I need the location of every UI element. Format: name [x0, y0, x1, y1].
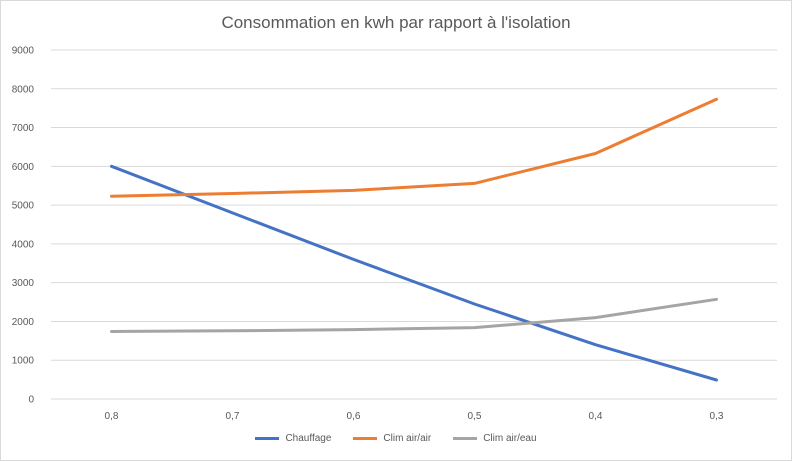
- x-tick-label: 0,3: [710, 411, 724, 422]
- y-tick-label: 5000: [12, 201, 35, 212]
- legend-label: Clim air/air: [383, 433, 432, 444]
- y-tick-label: 7000: [12, 123, 35, 134]
- y-tick-label: 1000: [12, 356, 35, 367]
- legend-swatch: [255, 437, 280, 440]
- y-axis-ticks: 0 1000 2000 3000 4000 5000 6000 7000 8000 9000: [12, 46, 35, 406]
- plot-area: 0 1000 2000 3000 4000 5000 6000 7000 8000 9000 0,…: [12, 46, 777, 422]
- x-tick-label: 0,6: [347, 411, 361, 422]
- y-tick-label: 0: [28, 395, 34, 406]
- series-layer: [110, 97, 718, 382]
- x-tick-label: 0,8: [105, 411, 119, 422]
- y-tick-label: 3000: [12, 278, 35, 289]
- legend-item: Clim air/air: [353, 433, 431, 444]
- legend-label: Clim air/eau: [483, 433, 537, 444]
- series-line-1: [110, 97, 718, 198]
- y-tick-label: 4000: [12, 239, 35, 250]
- y-tick-label: 6000: [12, 162, 35, 173]
- series-line-0: [110, 164, 718, 382]
- legend-swatch: [453, 437, 478, 440]
- legend-label: Chauffage: [285, 433, 332, 444]
- legend-item: Clim air/eau: [453, 433, 537, 444]
- legend-item: Chauffage: [255, 433, 331, 444]
- y-tick-label: 2000: [12, 317, 35, 328]
- x-tick-label: 0,7: [226, 411, 240, 422]
- y-tick-label: 9000: [12, 46, 35, 57]
- legend: Chauffage Clim air/air Clim air/eau: [1, 433, 791, 444]
- x-axis-ticks: 0,8 0,7 0,6 0,5 0,4 0,3: [105, 411, 724, 422]
- series-line-2: [110, 297, 718, 333]
- x-tick-label: 0,4: [589, 411, 603, 422]
- y-tick-label: 8000: [12, 84, 35, 95]
- legend-swatch: [353, 437, 378, 440]
- chart-title: Consommation en kwh par rapport à l'isol…: [221, 13, 571, 32]
- gridlines: [51, 49, 777, 400]
- x-tick-label: 0,5: [468, 411, 482, 422]
